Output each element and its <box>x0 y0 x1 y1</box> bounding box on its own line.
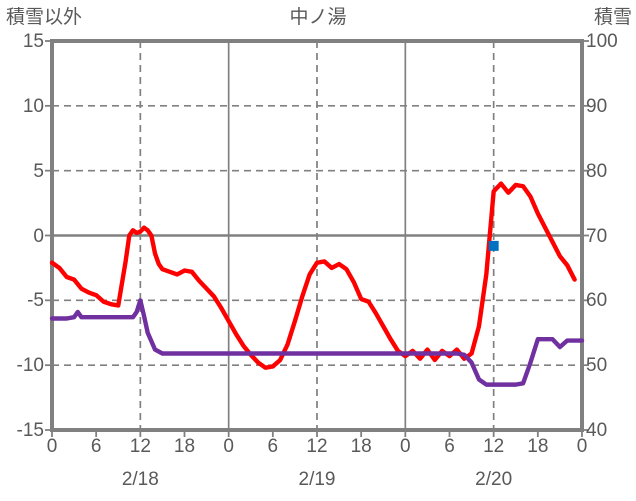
xtick-label: 0 <box>46 436 58 457</box>
left-ytick-label: -15 <box>16 420 44 441</box>
data-markers <box>488 240 499 251</box>
left-ytick-label: 0 <box>33 225 44 247</box>
xtick-label: 6 <box>267 436 279 457</box>
data-series <box>49 181 585 387</box>
left-ytick-label: -10 <box>16 355 44 377</box>
gridlines <box>52 41 582 430</box>
left-ytick-label: 10 <box>22 95 44 117</box>
current-snow-depth-marker <box>488 240 499 251</box>
xtick-label: 6 <box>444 436 455 457</box>
right-axis-title: 積雪 <box>593 7 632 28</box>
xtick-label: 0 <box>223 436 234 457</box>
series-line-1 <box>49 181 577 370</box>
right-ytick-label: 40 <box>586 420 608 441</box>
axis-ticks <box>45 40 589 437</box>
x-day-label: 2/18 <box>121 469 159 490</box>
xtick-label: 18 <box>350 436 372 457</box>
xtick-label: 0 <box>400 436 411 457</box>
xtick-label: 0 <box>576 436 588 457</box>
left-ytick-label: 5 <box>33 160 44 182</box>
left-ytick-label: -5 <box>27 290 44 312</box>
xtick-label: 12 <box>129 436 151 457</box>
right-ytick-label: 60 <box>586 290 608 312</box>
right-ytick-label: 70 <box>586 225 608 247</box>
right-ytick-label: 90 <box>586 95 608 117</box>
x-day-label: 2/19 <box>298 469 336 490</box>
right-ytick-label: 80 <box>586 160 608 182</box>
right-ytick-label: 100 <box>586 31 618 52</box>
xtick-label: 12 <box>483 436 505 457</box>
x-day-label: 2/20 <box>475 469 513 490</box>
xtick-label: 12 <box>306 436 328 457</box>
left-axis-title: 積雪以外 <box>6 7 83 28</box>
right-ytick-label: 50 <box>586 355 608 377</box>
xtick-label: 18 <box>173 436 196 457</box>
xtick-label: 18 <box>527 436 549 457</box>
xtick-label: 6 <box>90 436 102 457</box>
series-line-2 <box>49 298 585 387</box>
left-ytick-label: 15 <box>22 31 44 52</box>
chart-title: 中ノ湯 <box>289 7 347 28</box>
